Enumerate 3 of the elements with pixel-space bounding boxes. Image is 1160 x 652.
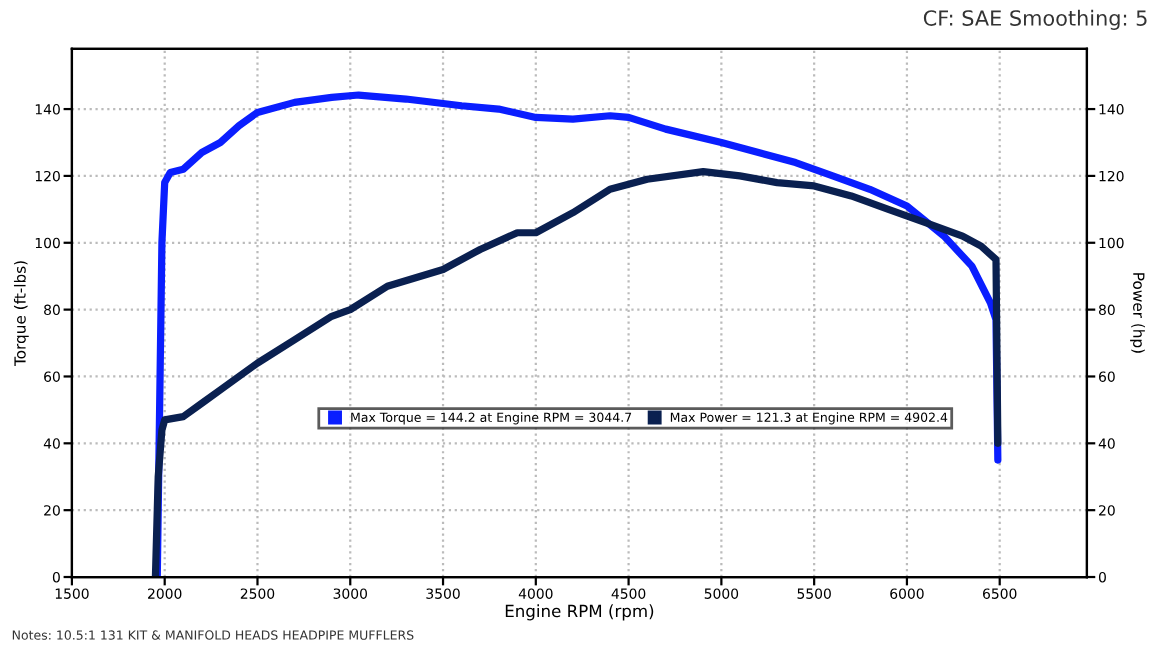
text: CF: SAE Smoothing: 5: [923, 9, 1147, 30]
x-axis-title: Engine RPM (rpm): [505, 604, 654, 621]
line-series: [151, 167, 1002, 578]
